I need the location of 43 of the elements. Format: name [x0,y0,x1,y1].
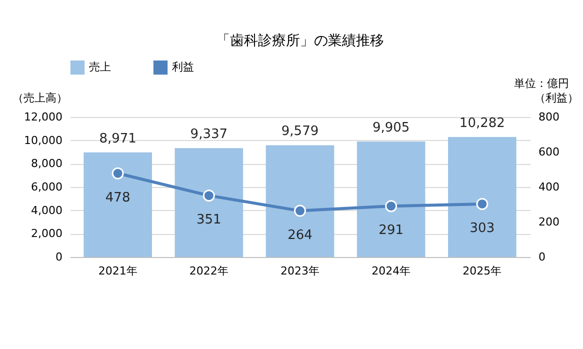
data-label: 351 [196,212,222,228]
data-label: 9,579 [281,124,319,140]
point [294,204,306,217]
data-label: 10,282 [459,116,505,132]
x-tick-label: 2025年 [462,264,502,278]
y2-tick-label: 600 [538,146,560,158]
point [112,167,124,180]
y2-tick-label: 200 [538,216,560,228]
data-label: 291 [378,223,404,238]
bar [356,141,426,257]
x-tick-label: 2022年 [189,264,228,278]
x-tick-label: 2024年 [372,264,411,278]
y-tick-label: 2,000 [31,227,62,240]
y-tick-label: 4,000 [31,204,62,217]
legend-label: 売上 [89,60,111,74]
y2-tick-label: 0 [538,250,546,264]
data-label: 8,971 [99,131,136,146]
y2-tick-label: 400 [538,180,560,194]
x-tick-label: 2023年 [280,264,320,278]
data-label: 9,905 [372,120,410,136]
data-label: 264 [288,228,312,243]
chart-title: 「歯科診療所」の業績推移 [216,33,384,49]
bar [266,145,334,257]
bar [84,152,152,257]
bar [174,148,244,257]
data-label: 478 [105,190,130,206]
y2-axis-title: （利益） [534,92,578,104]
point [385,200,398,212]
text: 単位：億円 [514,76,569,91]
y-tick-label: 6,000 [31,180,62,194]
data-label: 303 [470,220,495,236]
bar [448,137,516,257]
y-tick-label: 12,000 [24,110,62,124]
y2-tick-label: 800 [538,110,560,124]
x-tick-label: 2021年 [98,264,138,278]
y-tick-label: 0 [56,250,62,264]
y-tick-label: 10,000 [24,134,62,147]
legend-label: 利益 [172,60,194,74]
y-tick-label: 8,000 [31,157,62,170]
point [202,190,215,202]
y-axis-title: （売上高） [12,92,68,104]
point [476,198,488,210]
data-label: 9,337 [190,127,228,142]
